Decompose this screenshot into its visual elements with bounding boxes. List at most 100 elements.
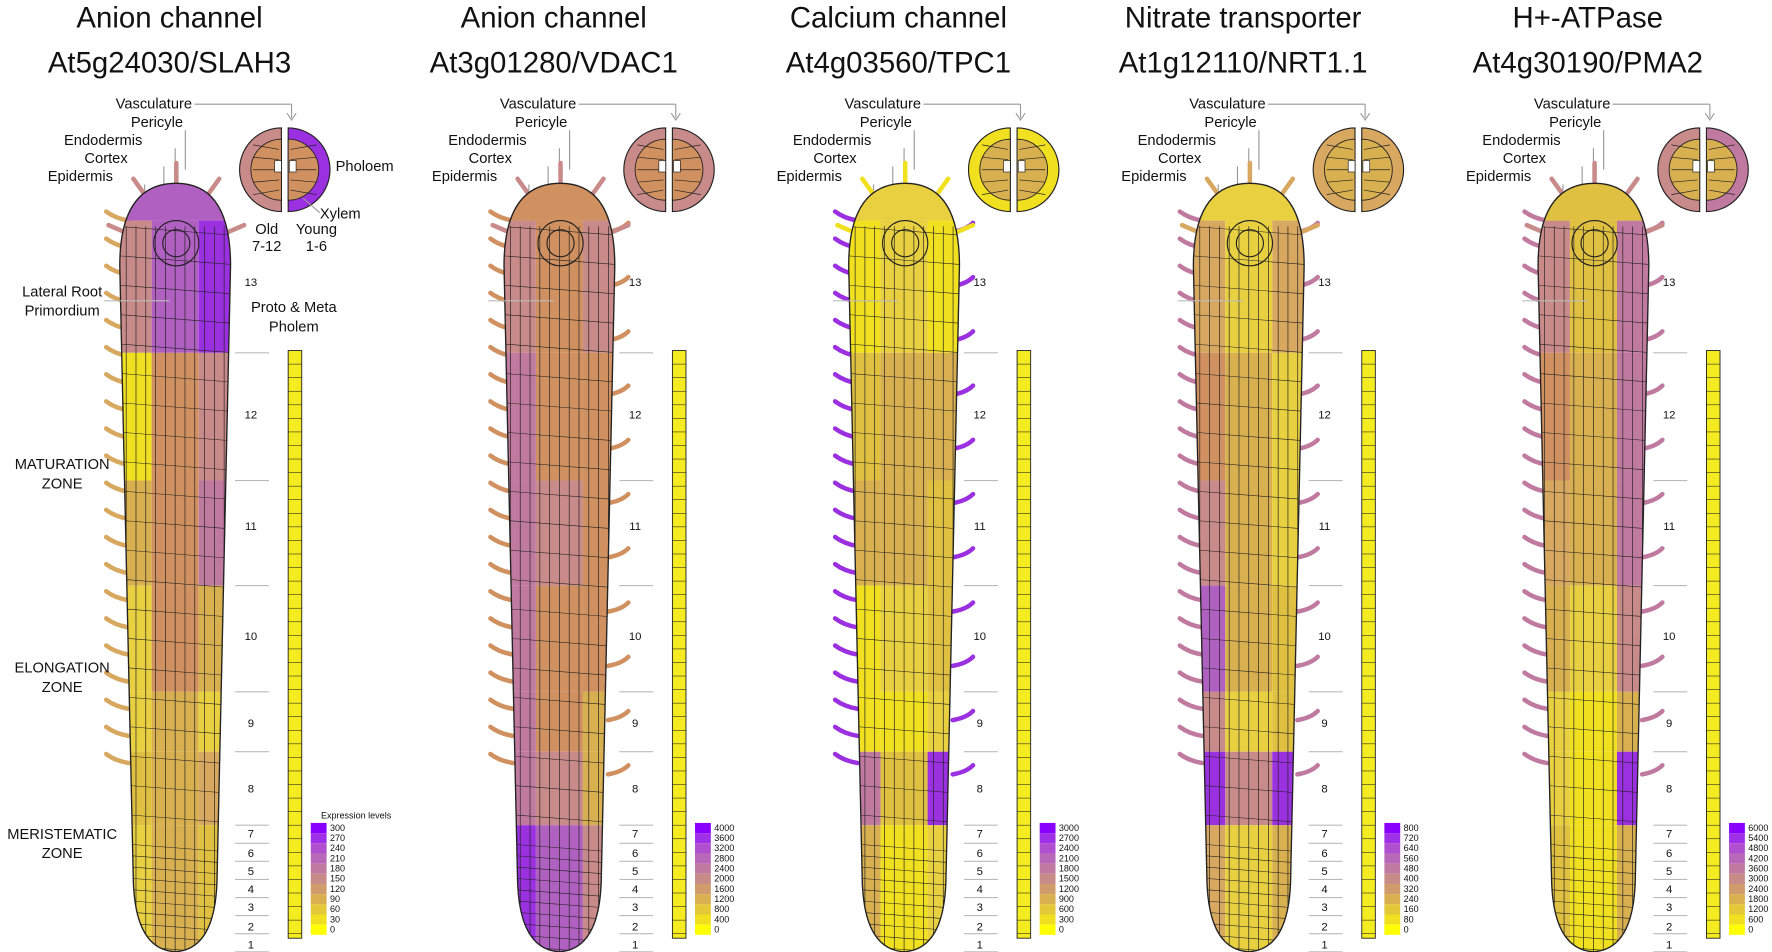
section-number: 13 (245, 277, 258, 289)
leader-line (1193, 888, 1305, 898)
arrow-head (1360, 112, 1371, 122)
section-number: 1 (977, 939, 983, 951)
root (1193, 183, 1305, 952)
legend-swatch (310, 853, 327, 864)
root-hair (1177, 724, 1205, 739)
legend-label: 120 (330, 884, 345, 894)
leader-line (504, 725, 615, 736)
arrow-head (670, 112, 681, 122)
legend-label: 1500 (1059, 874, 1079, 884)
leader-line (504, 549, 615, 559)
root-hair (1639, 708, 1665, 723)
legend-swatch (695, 822, 711, 834)
legend-swatch (1384, 894, 1401, 905)
tissue-label: Cortex (469, 151, 513, 167)
legend-swatch (1384, 843, 1401, 854)
legend-label: 4800 (1748, 843, 1768, 853)
leader-line (119, 696, 231, 706)
tissue-label: Vasculature (1534, 97, 1610, 113)
root-hair (1522, 561, 1550, 576)
leader-line (253, 144, 280, 150)
panel-subtitle: At4g30190/PMA2 (1473, 47, 1703, 80)
root-hair (488, 561, 516, 576)
section-number: 9 (248, 718, 254, 730)
legend-swatch (1039, 894, 1056, 905)
leader-line (119, 854, 231, 864)
section-number: 8 (248, 783, 254, 795)
young-label: 1-6 (306, 239, 327, 255)
leader-line (1193, 865, 1305, 876)
section-number: 11 (1319, 521, 1331, 533)
quiescent-ring (882, 220, 929, 267)
leader-line (848, 519, 960, 530)
root-band (1272, 585, 1305, 692)
root-hair (1522, 643, 1550, 657)
leader-line (1538, 549, 1649, 559)
section-number: 1 (632, 939, 638, 951)
root-hair (1295, 763, 1320, 777)
section-number: 7 (632, 829, 638, 841)
root-hair (106, 160, 247, 235)
leader-line (1193, 255, 1305, 265)
legend-label: 640 (1404, 843, 1419, 853)
leader-line (1538, 519, 1649, 530)
legend-swatch (310, 833, 327, 844)
section-number: 2 (977, 921, 983, 933)
leader-line (982, 189, 1009, 195)
legend-label: 160 (1404, 904, 1419, 914)
panel: H+-ATPase At4g30190/PMA2 Vasculature Pericy… (1466, 1, 1768, 952)
leader-line (119, 666, 231, 677)
leader-line (1538, 402, 1649, 412)
root-band (582, 691, 615, 752)
legend-swatch (695, 904, 711, 915)
xylem-cell (658, 160, 666, 173)
root-hair (1522, 697, 1550, 712)
leader-line (848, 549, 960, 559)
legend-label: 560 (1404, 853, 1419, 863)
root-hair (832, 589, 861, 603)
leader-line (504, 666, 615, 677)
root-hair (103, 697, 132, 712)
legend-swatch (1384, 904, 1401, 915)
legend-swatch (1729, 843, 1745, 854)
section-number: 4 (248, 884, 254, 896)
legend-label: 2800 (714, 853, 734, 863)
leader-line (253, 179, 280, 183)
quiescent-ring (1580, 229, 1609, 258)
leader-line (848, 843, 960, 853)
root-band (927, 480, 960, 586)
leader-line (1193, 696, 1305, 706)
root-hair (1639, 763, 1665, 777)
leader-line (1364, 179, 1391, 183)
section-number: 8 (632, 783, 638, 795)
leader-line (504, 784, 615, 794)
legend-label: 240 (1404, 894, 1419, 904)
legend-swatch (1384, 822, 1401, 834)
leader-line (1538, 754, 1649, 765)
section-number: 13 (629, 277, 642, 289)
leader-line (1193, 519, 1305, 530)
leader-line (848, 725, 960, 736)
root-band (927, 585, 960, 692)
legend-label: 600 (1059, 904, 1074, 914)
root-hair (103, 670, 132, 684)
tissue-label: Pericyle (515, 115, 567, 131)
legend-swatch (1039, 843, 1056, 854)
xylem-cell (1362, 160, 1371, 173)
root-hair (103, 724, 132, 739)
root-hair (950, 491, 976, 506)
leader-line (1671, 189, 1698, 195)
root-hair (835, 160, 976, 235)
leader-line (848, 284, 960, 295)
legend-swatch (1729, 883, 1745, 895)
protophloem-label: Pholem (269, 319, 319, 335)
legend-label: 600 (1748, 914, 1763, 924)
section-number: 11 (974, 521, 986, 533)
legend-label: 0 (714, 925, 719, 935)
tissue-label: Pericyle (131, 115, 183, 131)
legend-label: 3200 (714, 843, 734, 853)
section-number: 10 (1318, 631, 1331, 643)
leader-line (1538, 431, 1649, 442)
root-band (1193, 691, 1226, 752)
section-number: 8 (1666, 783, 1672, 795)
